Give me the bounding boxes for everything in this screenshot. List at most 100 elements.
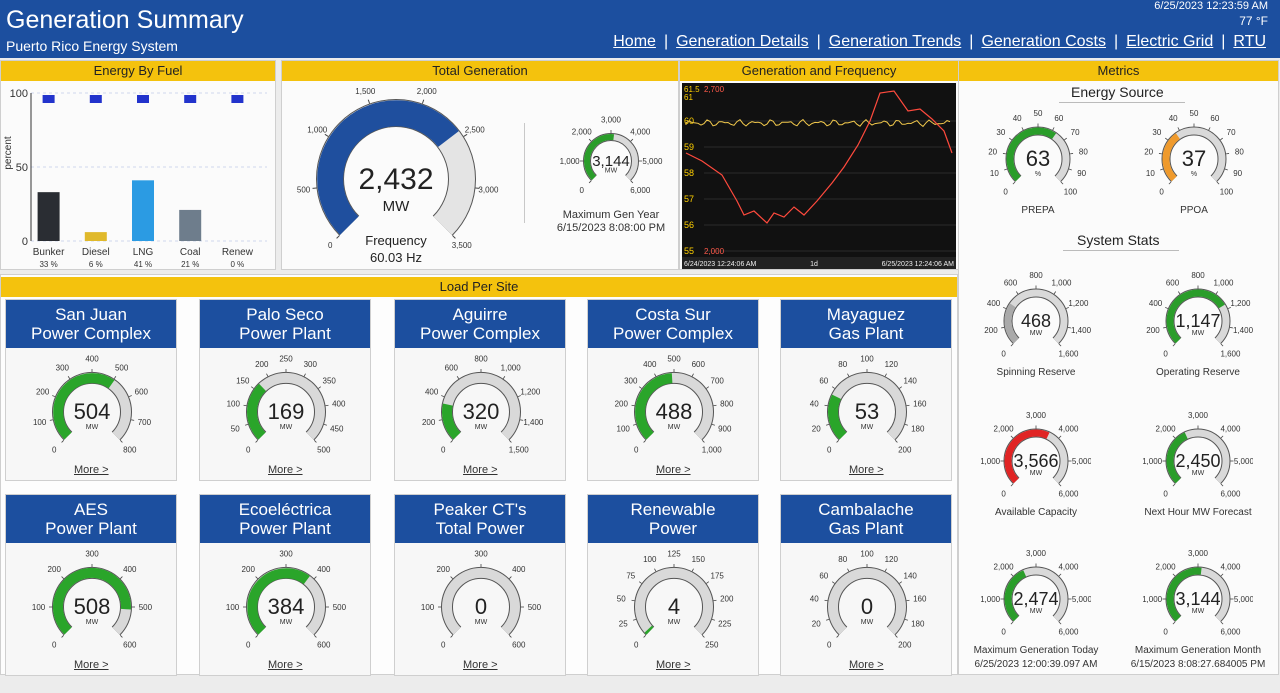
more-link[interactable]: More > bbox=[268, 659, 303, 671]
more-link[interactable]: More > bbox=[74, 659, 109, 671]
site-name-line1: Palo Seco bbox=[246, 305, 324, 324]
total-gauge-tick-label: 3,000 bbox=[478, 185, 499, 194]
system-stat-gauge-fill bbox=[1166, 432, 1188, 484]
site-gauge-tick-label: 75 bbox=[626, 571, 635, 580]
energy-source-gauge-value: 37 bbox=[1182, 146, 1206, 171]
freq-top-label: 61 bbox=[684, 93, 693, 102]
site-gauge-tick-label: 40 bbox=[810, 399, 819, 408]
site-gauge-value: 504 bbox=[74, 399, 111, 424]
site-card-title: AES Power Plant bbox=[6, 495, 176, 543]
system-stat-gauge-tick-mark bbox=[1058, 343, 1062, 347]
max-year-gauge-tick-label: 0 bbox=[579, 186, 584, 195]
site-card-title: Ecoeléctrica Power Plant bbox=[200, 495, 370, 543]
site-gauge-tick-label: 350 bbox=[323, 376, 337, 385]
y-tick-label: 59 bbox=[684, 142, 694, 152]
system-stat-gauge-tick-label: 1,600 bbox=[1220, 349, 1241, 358]
x-tick-label: Coal bbox=[180, 247, 201, 258]
system-stat-gauge-tick-mark bbox=[1229, 326, 1233, 329]
site-gauge-tick-label: 400 bbox=[512, 565, 526, 574]
more-link[interactable]: More > bbox=[656, 659, 691, 671]
site-gauge-tick-mark bbox=[502, 376, 506, 379]
site-gauge-tick-label: 0 bbox=[441, 446, 446, 455]
data-label: 21 % bbox=[181, 260, 199, 269]
more-link[interactable]: More > bbox=[463, 464, 498, 476]
energy-source-gauge-tick-mark bbox=[1168, 181, 1172, 185]
site-gauge-tick-mark bbox=[314, 576, 317, 579]
site-gauge-tick-label: 500 bbox=[317, 446, 331, 455]
site-card-title: Renewable Power bbox=[588, 495, 758, 543]
site-name-line2: Power Plant bbox=[45, 519, 137, 538]
system-stats-title: System Stats bbox=[1077, 232, 1160, 248]
max-year-gauge-tick-label: 4,000 bbox=[630, 128, 651, 137]
system-stat-gauge-tick-mark bbox=[1010, 435, 1014, 439]
nav-generation-costs[interactable]: Generation Costs bbox=[981, 33, 1106, 50]
system-stat-gauge-tick-mark bbox=[1058, 621, 1062, 625]
system-stat-gauge-tick-label: 5,000 bbox=[1072, 595, 1091, 604]
nav-rtu[interactable]: RTU bbox=[1233, 33, 1266, 50]
more-link[interactable]: More > bbox=[656, 464, 691, 476]
max-year-gauge-tick-label: 1,000 bbox=[560, 157, 581, 166]
site-gauge-tick-mark bbox=[450, 440, 453, 443]
nav-home[interactable]: Home bbox=[613, 33, 656, 50]
total-gauge-tick-mark bbox=[336, 235, 340, 239]
nav-generation-trends[interactable]: Generation Trends bbox=[828, 33, 962, 50]
nav-generation-details[interactable]: Generation Details bbox=[676, 33, 809, 50]
total-gauge-tick-label: 2,000 bbox=[417, 87, 438, 96]
system-stat-gauge-tick-label: 0 bbox=[1001, 349, 1006, 358]
system-stat-gauge-tick-mark bbox=[1177, 291, 1181, 295]
site-gauge-tick-label: 900 bbox=[718, 424, 732, 433]
system-stat-label: Operating Reserve bbox=[1156, 367, 1240, 378]
system-stat-gauge-tick-mark bbox=[1010, 483, 1014, 487]
data-label: 33 % bbox=[39, 260, 57, 269]
energy-source-gauge-tick-mark bbox=[1220, 137, 1223, 141]
max-gen-year-caption: Maximum Gen Year bbox=[562, 209, 660, 221]
fuel-bar-chart: percent 100 50 0 Bunker 33 % Diesel 6 % LNG 41 % C… bbox=[3, 88, 267, 269]
site-card: AES Power Plant 0 100 200 300 400 500 600 508 MW Mo… bbox=[5, 494, 177, 676]
energy-source-gauge-tick-mark bbox=[1177, 127, 1180, 131]
energy-source-gauge-tick-mark bbox=[1216, 181, 1220, 185]
system-stat-label: Next Hour MW Forecast bbox=[1144, 507, 1252, 518]
site-card: San Juan Power Complex 0 100 200 300 400 500 600… bbox=[5, 299, 177, 481]
gen-freq-panel: Generation and Frequency 61.5 61 2,700 60 59… bbox=[679, 60, 959, 270]
system-stat-gauge-tick-mark bbox=[1015, 291, 1019, 295]
site-gauge-tick-mark bbox=[318, 386, 322, 389]
site-name-line1: Aguirre bbox=[452, 305, 508, 324]
site-gauge-tick-label: 20 bbox=[812, 424, 821, 433]
system-stat-gauge-tick-mark bbox=[1067, 326, 1071, 329]
site-gauge-fill bbox=[53, 567, 131, 635]
site-card: Renewable Power 0 25 50 75 100 125 150 175 200 225 2… bbox=[587, 494, 759, 676]
energy-source-gauge: 0 10 20 30 40 50 60 70 80 90 100 63% bbox=[988, 109, 1088, 196]
more-link[interactable]: More > bbox=[849, 659, 884, 671]
nav-electric-grid[interactable]: Electric Grid bbox=[1126, 33, 1214, 50]
more-link[interactable]: More > bbox=[463, 659, 498, 671]
site-gauge-tick-mark bbox=[884, 373, 887, 377]
site-gauge-track bbox=[828, 568, 906, 635]
site-gauge-tick-label: 180 bbox=[911, 619, 925, 628]
site-gauge-tick-label: 400 bbox=[643, 360, 657, 369]
site-gauge-tick-label: 120 bbox=[885, 555, 899, 564]
more-link[interactable]: More > bbox=[849, 464, 884, 476]
system-stat-gauge-tick-mark bbox=[1172, 343, 1176, 347]
site-gauge-unit: MW bbox=[280, 424, 293, 431]
site-gauge-tick-mark bbox=[450, 576, 453, 579]
system-stat-gauge-fill bbox=[1004, 570, 1027, 622]
site-gauge-tick-label: 200 bbox=[898, 446, 912, 455]
system-stat-gauge-tick-mark bbox=[1058, 573, 1062, 577]
site-gauge-tick-label: 60 bbox=[819, 571, 828, 580]
max-year-gauge-tick-mark bbox=[588, 138, 592, 142]
site-gauge-tick-label: 140 bbox=[904, 571, 918, 580]
energy-source-gauge-fill bbox=[1162, 133, 1181, 182]
energy-by-fuel-panel: Energy By Fuel percent 100 50 0 Bunker 33 % Di… bbox=[0, 60, 276, 270]
more-link[interactable]: More > bbox=[74, 464, 109, 476]
site-name-line1: Renewable bbox=[630, 500, 716, 519]
system-stat-gauge-tick-label: 2,000 bbox=[994, 424, 1015, 433]
site-gauge-tick-mark bbox=[702, 440, 705, 443]
data-label: 41 % bbox=[134, 260, 152, 269]
more-link[interactable]: More > bbox=[268, 464, 303, 476]
site-gauge-tick-label: 500 bbox=[333, 603, 347, 612]
